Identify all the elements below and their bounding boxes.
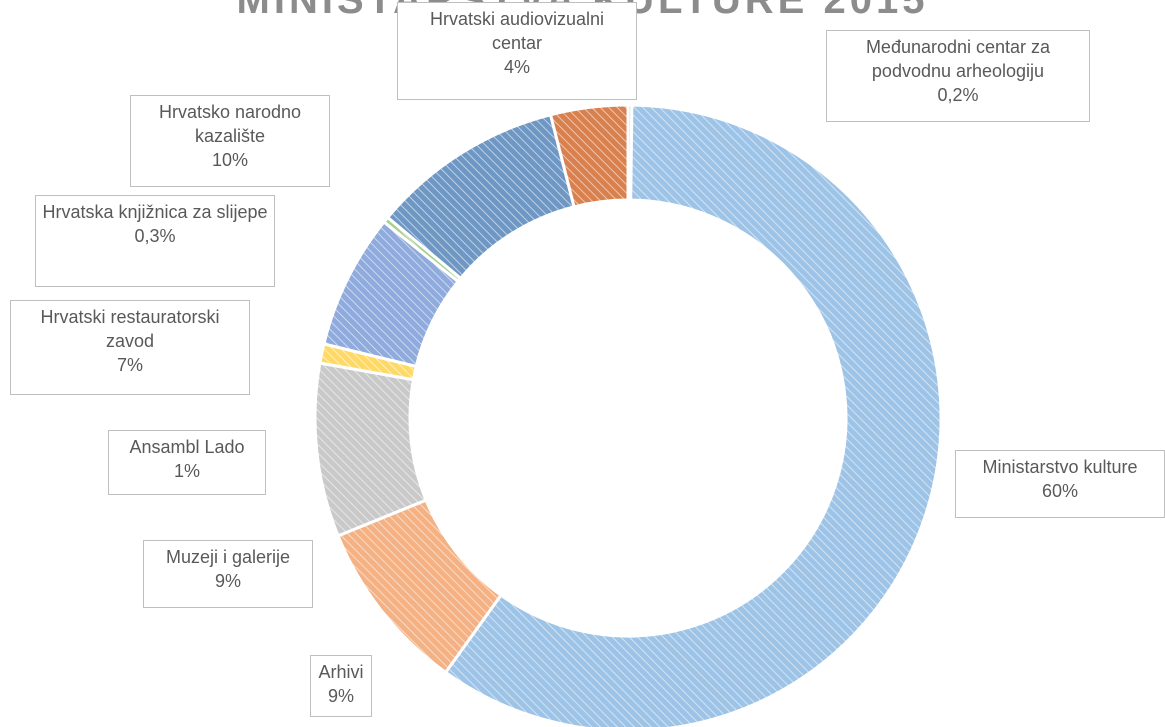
- data-label: Muzeji i galerije 9%: [143, 540, 313, 608]
- label-category: Arhivi: [318, 662, 364, 682]
- label-category: Međunarodni centar za podvodnu arheologi…: [865, 37, 1051, 81]
- segment-hatch: [383, 217, 461, 282]
- label-category: Muzeji i galerije: [165, 547, 291, 567]
- data-label: Hrvatski audiovizualni centar 4%: [397, 2, 637, 100]
- segment-hatch: [323, 221, 459, 367]
- label-category: Hrvatski restauratorski zavod: [40, 307, 220, 351]
- segment-hatch: [550, 105, 628, 207]
- label-category: Ansambl Lado: [129, 437, 245, 457]
- label-value: 0,3%: [134, 226, 176, 246]
- segment-hatch: [387, 114, 575, 279]
- label-value: 60%: [1041, 481, 1079, 501]
- label-category: Hrvatska knjižnica za slijepe: [42, 202, 268, 222]
- label-value: 4%: [503, 57, 530, 77]
- data-label: Hrvatski restauratorski zavod 7%: [10, 300, 250, 395]
- label-category: Ministarstvo kulture: [982, 457, 1138, 477]
- label-value: 0,2%: [937, 85, 979, 105]
- data-label: Arhivi 9%: [310, 655, 372, 717]
- data-label: Međunarodni centar za podvodnu arheologi…: [826, 30, 1090, 122]
- label-value: 1%: [173, 461, 200, 481]
- label-value: 7%: [116, 355, 143, 375]
- label-value: 9%: [327, 686, 354, 706]
- label-value: 9%: [214, 571, 241, 591]
- data-label: Ansambl Lado 1%: [108, 430, 266, 495]
- segment-hatch: [445, 105, 941, 727]
- label-category: Hrvatsko narodno kazalište: [158, 102, 302, 146]
- segment-hatch: [338, 500, 501, 673]
- segment-hatch: [319, 343, 417, 380]
- data-label: Hrvatska knjižnica za slijepe 0,3%: [35, 195, 275, 287]
- segment-hatch: [314, 363, 427, 536]
- data-label: Hrvatsko narodno kazalište 10%: [130, 95, 330, 187]
- label-value: 10%: [211, 150, 249, 170]
- label-category: Hrvatski audiovizualni centar: [429, 9, 605, 53]
- data-label: Ministarstvo kulture 60%: [955, 450, 1165, 518]
